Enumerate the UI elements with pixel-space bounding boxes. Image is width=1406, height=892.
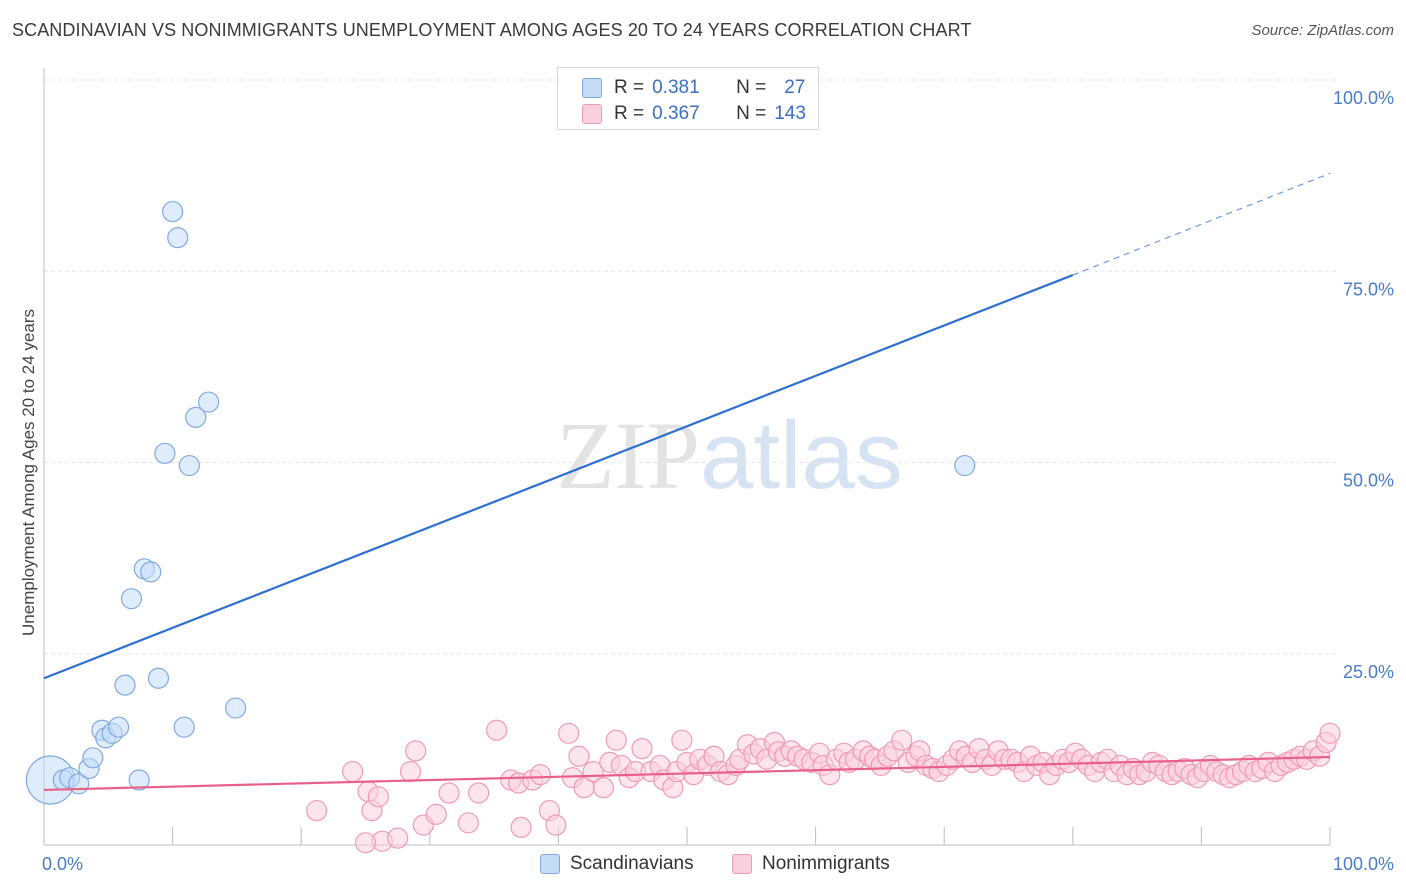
bottom-legend-label-nonimmigrants: Nonimmigrants [762, 853, 890, 874]
legend-n-value: 27 [784, 77, 806, 98]
legend-swatch-nonimmigrants [582, 104, 602, 124]
point-scandinavians [173, 716, 195, 738]
point-nonimmigrants [438, 782, 460, 804]
legend-row-nonimmigrants: R = 0.367 N = 143 [582, 102, 806, 126]
y-tick-label: 75.0% [1343, 279, 1394, 299]
point-nonimmigrants [1319, 722, 1341, 744]
y-tick-label: 100.0% [1333, 88, 1394, 108]
trend-extension-scandinavians [1072, 172, 1331, 276]
legend-n-label: N = [736, 103, 767, 124]
point-scandinavians [198, 391, 220, 413]
bottom-legend-nonimmigrants: Nonimmigrants [732, 852, 890, 876]
point-nonimmigrants [486, 719, 508, 741]
point-scandinavians [185, 406, 207, 428]
point-nonimmigrants [457, 812, 479, 834]
point-nonimmigrants [399, 760, 422, 783]
bottom-legend-scandinavians: Scandinavians [540, 852, 694, 876]
point-scandinavians [154, 442, 176, 464]
y-tick-label: 50.0% [1343, 471, 1394, 491]
point-nonimmigrants [592, 777, 615, 799]
point-scandinavians [147, 667, 170, 689]
point-nonimmigrants [387, 827, 409, 849]
point-scandinavians [114, 674, 136, 696]
point-scandinavians [140, 561, 162, 583]
bottom-legend-swatch-scandinavians [540, 854, 560, 874]
trend-line-scandinavians [43, 274, 1074, 680]
point-nonimmigrants [367, 786, 389, 808]
bottom-legend-label-scandinavians: Scandinavians [570, 853, 694, 874]
correlation-legend: R = 0.381 N = 27 R = 0.367 N = 143 [557, 67, 819, 130]
point-scandinavians [167, 226, 189, 249]
point-nonimmigrants [425, 803, 447, 826]
point-nonimmigrants [529, 764, 551, 786]
chart-title: SCANDINAVIAN VS NONIMMIGRANTS UNEMPLOYME… [12, 20, 972, 40]
point-nonimmigrants [306, 799, 328, 822]
legend-r-label: R = [614, 77, 645, 98]
y-axis-label: Unemployment Among Ages 20 to 24 years [19, 309, 38, 636]
point-scandinavians [162, 200, 184, 223]
y-tick-label: 25.0% [1343, 662, 1394, 682]
trend-line-nonimmigrants [43, 755, 1331, 792]
point-nonimmigrants [342, 760, 364, 783]
point-nonimmigrants [671, 729, 693, 751]
point-scandinavians [120, 588, 143, 610]
point-scandinavians [178, 454, 200, 477]
point-scandinavians [107, 716, 130, 738]
point-nonimmigrants [891, 729, 913, 751]
point-scandinavians [128, 769, 150, 791]
point-scandinavians [954, 454, 976, 477]
legend-r-label: R = [614, 103, 645, 124]
source-credit: Source: ZipAtlas.com [1251, 22, 1394, 39]
point-nonimmigrants [405, 740, 427, 762]
legend-n-value: 143 [774, 103, 806, 124]
point-nonimmigrants [468, 782, 490, 804]
point-scandinavians [225, 697, 247, 719]
legend-r-value: 0.367 [652, 103, 700, 124]
point-nonimmigrants [558, 722, 580, 744]
point-nonimmigrants [545, 814, 567, 836]
point-nonimmigrants [510, 816, 532, 839]
legend-row-scandinavians: R = 0.381 N = 27 [582, 76, 805, 100]
point-scandinavians [82, 747, 104, 769]
bottom-legend-swatch-nonimmigrants [732, 854, 752, 874]
x-tick-label: 100.0% [1333, 854, 1394, 874]
x-tick-label: 0.0% [42, 854, 83, 874]
legend-n-label: N = [736, 77, 767, 98]
point-nonimmigrants [568, 745, 590, 767]
legend-r-value: 0.381 [652, 77, 700, 98]
point-nonimmigrants [605, 729, 627, 751]
point-nonimmigrants [354, 832, 377, 854]
point-nonimmigrants [631, 738, 653, 760]
legend-swatch-scandinavians [582, 78, 602, 98]
